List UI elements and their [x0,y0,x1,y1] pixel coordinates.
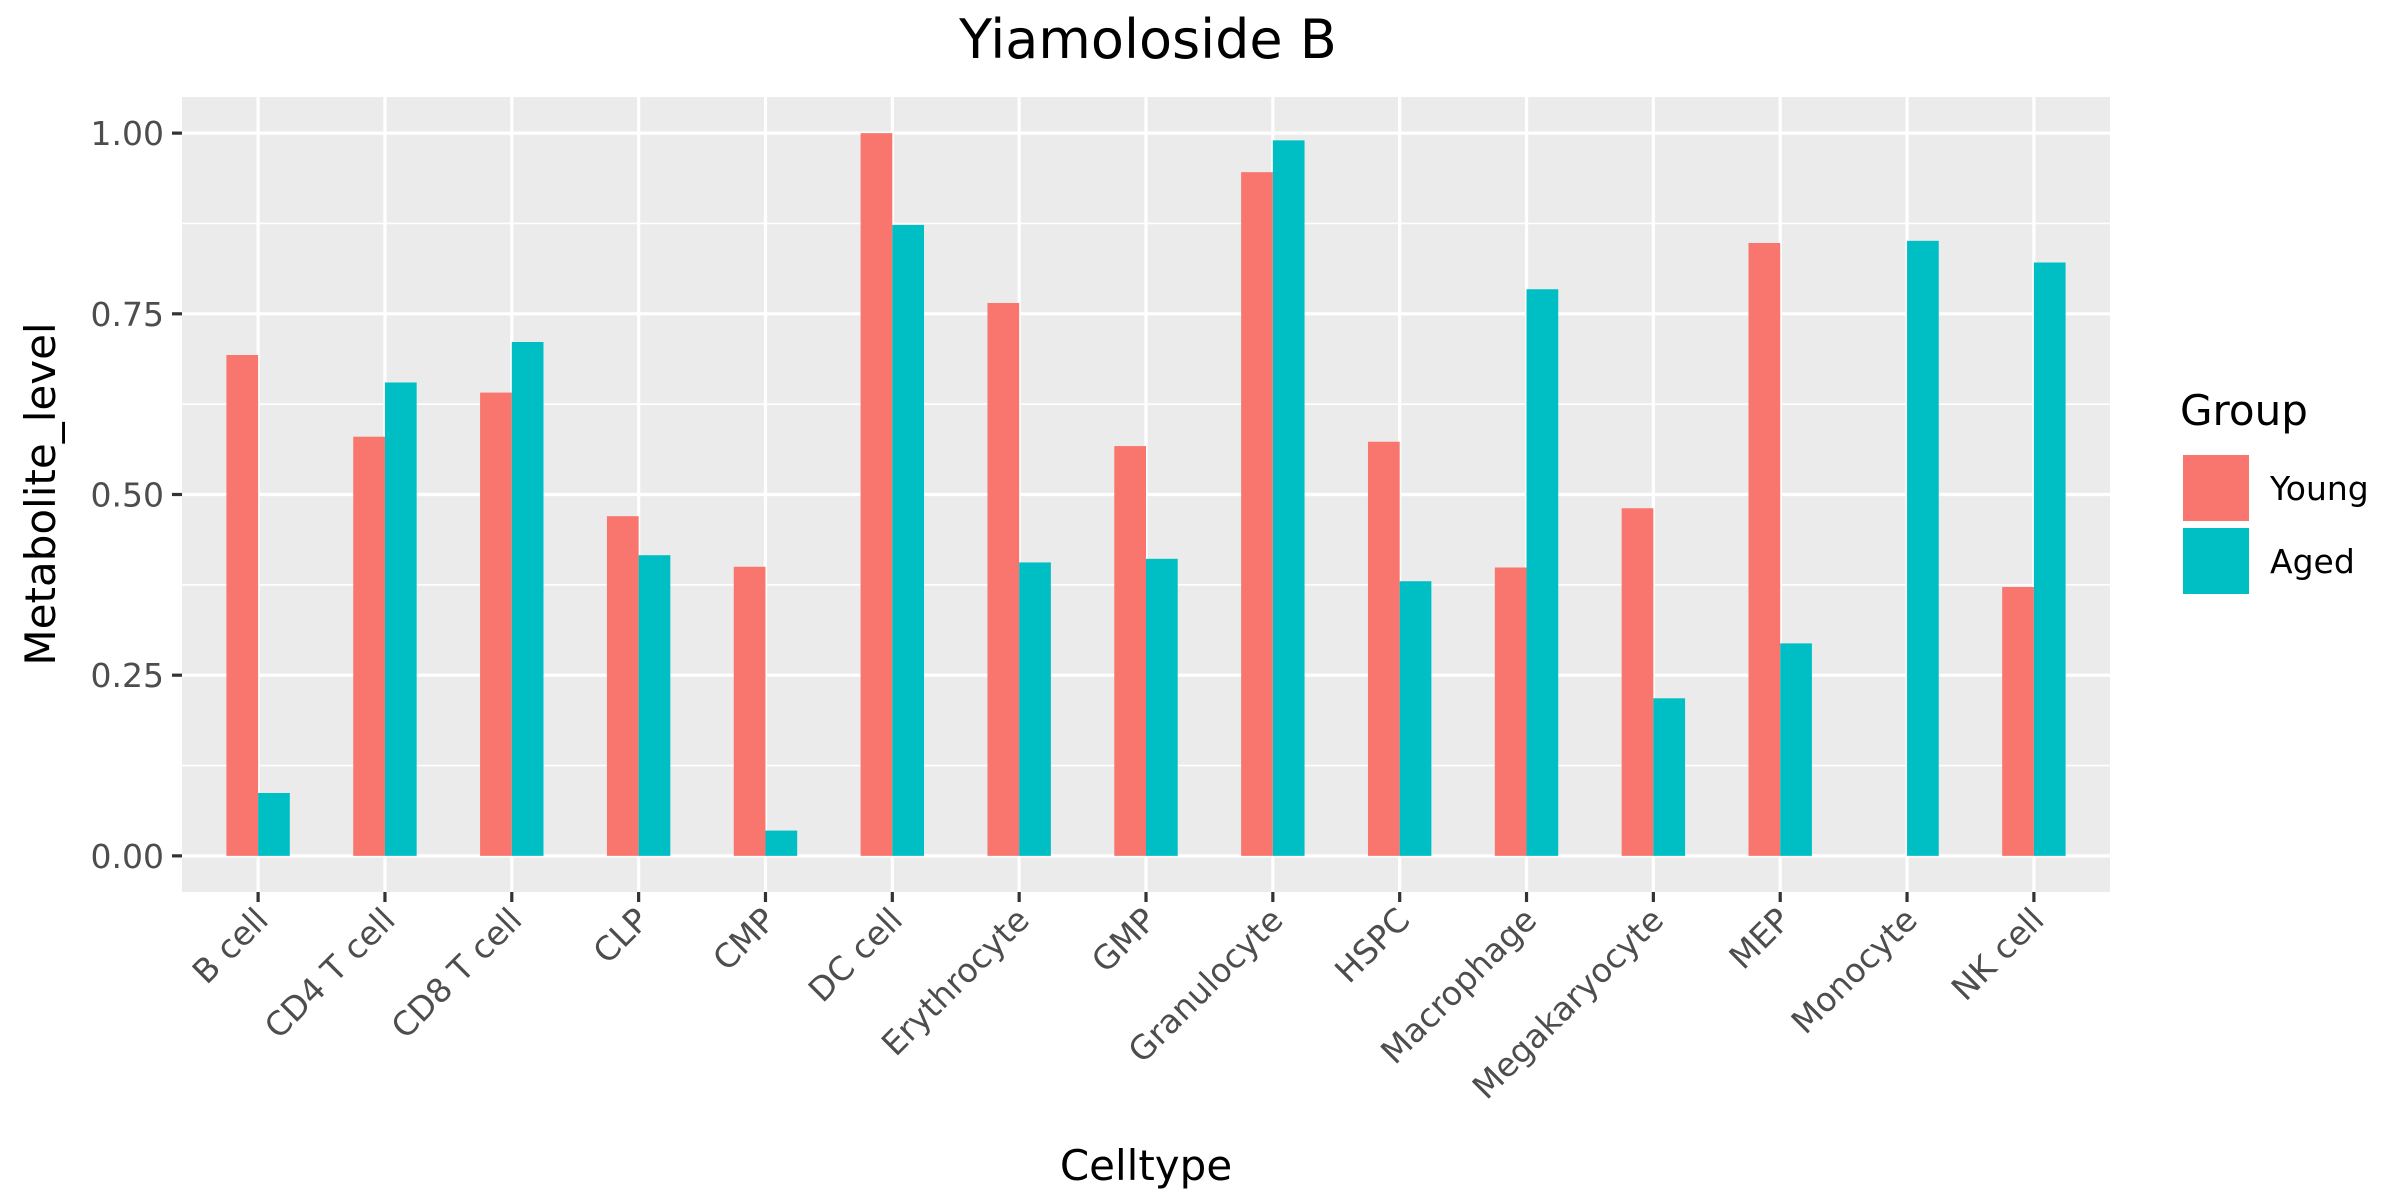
bar-aged-megakaryocyte [1653,698,1686,856]
x-tick-label: CMP [705,900,783,978]
y-axis: 0.00 0.25 0.50 0.75 1.00 [91,114,182,876]
y-tick-label: 0.00 [91,837,164,876]
bar-aged-clp [638,555,671,856]
bar-young-hspc [1367,441,1400,856]
bar-young-macrophage [1494,567,1527,856]
bar-young-megakaryocyte [1621,508,1654,856]
bar-aged-b-cell [258,792,290,856]
x-tick-label: Monocyte [1784,900,1925,1041]
bar-aged-macrophage [1526,289,1559,856]
legend-label-aged: Aged [2270,542,2355,581]
x-tick-label: B cell [185,900,276,991]
bar-young-clp [606,516,639,856]
bar-aged-dc-cell [892,224,925,856]
y-tick-label: 0.75 [91,295,164,334]
bar-young-cd8-t-cell [480,392,512,856]
y-tick-label: 0.50 [91,476,164,515]
bar-young-granulocyte [1241,172,1273,856]
bar-young-cmp [733,566,766,856]
legend: Group Young Aged [2180,386,2369,594]
y-tick-label: 0.25 [91,656,164,695]
bar-young-erythrocyte [987,302,1020,856]
bar-aged-nk-cell [2033,262,2066,856]
y-axis-title: Metabolite_level [16,322,65,665]
chart-title: Yiamoloside B [958,8,1337,71]
x-tick-label: DC cell [801,900,910,1009]
legend-key-aged [2183,528,2249,594]
bar-aged-cmp [765,830,798,856]
x-tick-label: CLP [585,900,656,971]
bar-young-gmp [1114,446,1146,856]
bar-aged-cd4-t-cell [384,382,417,856]
bar-aged-cd8-t-cell [511,342,544,856]
legend-label-young: Young [2269,469,2369,508]
legend-key-young [2183,455,2249,521]
x-tick-label: NK cell [1944,900,2052,1008]
bar-aged-granulocyte [1272,140,1305,856]
x-tick-label: GMP [1084,900,1164,980]
x-axis-title: Celltype [1060,1141,1232,1190]
bar-young-b-cell [226,355,259,856]
bar-young-nk-cell [2002,587,2034,856]
x-tick-label: HSPC [1327,900,1417,990]
bar-young-mep [1748,242,1781,856]
bar-aged-monocyte [1907,240,1939,856]
bar-young-dc-cell [860,133,893,856]
bar-aged-hspc [1399,581,1432,856]
bar-aged-mep [1780,643,1812,856]
bar-aged-gmp [1146,558,1178,856]
legend-title: Group [2180,386,2308,435]
bar-young-cd4-t-cell [353,436,385,856]
bars [226,133,2066,856]
bar-aged-erythrocyte [1019,562,1051,856]
x-tick-label: CD8 T cell [384,900,530,1046]
x-tick-label: CD4 T cell [257,900,403,1046]
x-tick-label: MEP [1721,900,1798,977]
y-tick-label: 1.00 [91,114,164,153]
